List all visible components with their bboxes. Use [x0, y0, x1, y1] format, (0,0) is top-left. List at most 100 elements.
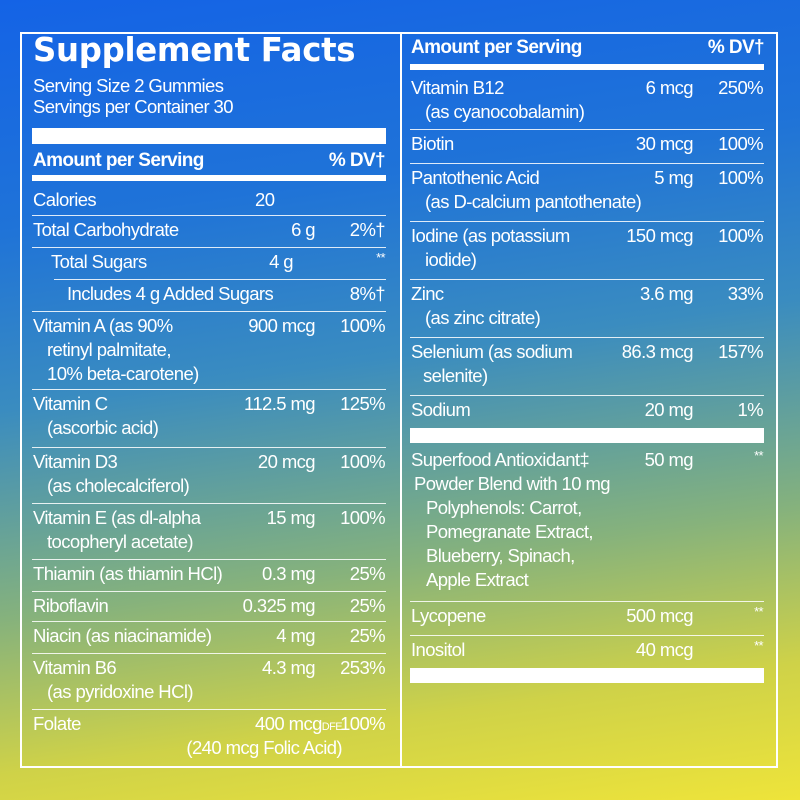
daily-value: 25%	[349, 595, 386, 616]
amount-header: Amount per Serving	[33, 150, 204, 171]
daily-value: **	[754, 448, 764, 463]
nutrient-name-line: Iodine (as potassium	[411, 225, 570, 246]
daily-value: **	[754, 604, 764, 619]
nutrient-name-line: Folate	[33, 713, 81, 734]
nutrient-name-line: Includes 4 g Added Sugars	[67, 283, 274, 304]
divider	[410, 64, 764, 70]
nutrient-name-line: (as cyanocobalamin)	[425, 101, 585, 122]
nutrient-name-line: 10% beta-carotene)	[47, 363, 199, 384]
nutrient-name-line: Superfood Antioxidant‡	[411, 449, 590, 470]
nutrient-row: Inositol 40 mcg **	[410, 636, 764, 668]
amount-value: 400 mcg	[255, 713, 322, 734]
nutrient-name-line: Vitamin B6	[33, 657, 117, 678]
amount-header-right: Amount per Serving	[411, 37, 582, 58]
nutrient-amount: 4 mg	[276, 625, 315, 646]
nutrient-name-line: (as D-calcium pantothenate)	[425, 191, 642, 212]
nutrient-amount: 900 mcg	[248, 315, 315, 336]
nutrient-name-line: Lycopene	[411, 605, 486, 626]
nutrient-amount: 4 g	[269, 251, 294, 272]
thick-divider	[32, 128, 386, 144]
amount-unit: DFE	[321, 721, 343, 733]
nutrient-amount: 40 mcg	[635, 639, 694, 660]
nutrient-amount: 3.6 mg	[640, 283, 694, 304]
thick-divider	[410, 668, 764, 683]
amount-note: (240 mcg Folic Acid)	[186, 737, 342, 758]
nutrient-amount: 150 mcg	[626, 225, 693, 246]
nutrient-amount: 0.3 mg	[262, 563, 316, 584]
nutrient-amount: 0.325 mg	[242, 595, 316, 616]
panel-title: Supplement Facts	[33, 30, 356, 69]
nutrient-row: Calories 20	[32, 186, 386, 216]
daily-value: 25%	[349, 563, 386, 584]
nutrient-row: Vitamin A (as 90% retinyl palmitate, 10% b…	[32, 312, 386, 390]
nutrient-amount: 20 mcg	[257, 451, 316, 472]
nutrient-name-line: Total Carbohydrate	[33, 219, 179, 240]
nutrient-amount: 20	[255, 189, 275, 210]
daily-value: 157%	[718, 341, 764, 362]
nutrient-row: Lycopene 500 mcg **	[410, 602, 764, 636]
nutrient-row: Thiamin (as thiamin HCl) 0.3 mg 25%	[32, 560, 386, 592]
daily-value: 100%	[718, 167, 764, 188]
nutrient-name-line: retinyl palmitate,	[47, 339, 172, 360]
nutrient-name-line: Vitamin C	[33, 393, 108, 414]
nutrient-name-line: (as pyridoxine HCl)	[47, 681, 194, 702]
nutrient-name-line: Vitamin D3	[33, 451, 118, 472]
daily-value: 100%	[340, 507, 386, 528]
daily-value: 100%	[718, 225, 764, 246]
daily-value: 8%†	[349, 283, 386, 304]
nutrient-row: Selenium (as sodium selenite) 86.3 mcg 157%	[410, 338, 764, 396]
daily-value: 100%	[718, 133, 764, 154]
daily-value: 25%	[349, 625, 386, 646]
nutrient-row: Vitamin E (as dl-alpha tocopheryl acetate…	[32, 504, 386, 560]
nutrient-name-line: tocopheryl acetate)	[47, 531, 194, 552]
divider	[32, 175, 386, 181]
daily-value: **	[376, 250, 386, 265]
nutrient-name-line: Vitamin E (as dl-alpha	[33, 507, 201, 528]
nutrient-row: Pantothenic Acid (as D-calcium pantothena…	[410, 164, 764, 222]
daily-value: 2%†	[349, 219, 386, 240]
nutrient-name-line: (as zinc citrate)	[425, 307, 541, 328]
nutrient-name-line: iodide)	[425, 249, 477, 270]
nutrient-name-line: Vitamin B12	[411, 77, 504, 98]
dv-header: % DV†	[328, 150, 386, 171]
nutrient-name-line: (ascorbic acid)	[47, 417, 159, 438]
nutrient-name-line: (as cholecalciferol)	[47, 475, 190, 496]
nutrient-amount: 86.3 mcg	[621, 341, 694, 362]
serving-size: Serving Size 2 Gummies	[33, 75, 224, 96]
nutrient-row: Riboflavin 0.325 mg 25%	[32, 592, 386, 622]
nutrient-amount: 400 mcgDFE	[255, 712, 343, 739]
nutrient-name-line: Pantothenic Acid	[411, 167, 540, 188]
daily-value: **	[754, 638, 764, 653]
thick-divider	[410, 428, 764, 443]
servings-per-container: Servings per Container 30	[33, 96, 234, 117]
nutrient-row: Superfood Antioxidant‡ Powder Blend with …	[410, 446, 764, 602]
nutrient-row: Total Sugars 4 g **	[51, 248, 386, 280]
nutrient-row: Iodine (as potassium iodide) 150 mcg 100%	[410, 222, 764, 280]
nutrient-amount: 4.3 mg	[262, 657, 316, 678]
nutrient-row: Includes 4 g Added Sugars 8%†	[32, 280, 386, 312]
nutrient-row: Zinc (as zinc citrate) 3.6 mg 33%	[410, 280, 764, 338]
nutrient-name-line: Calories	[33, 189, 97, 210]
supplement-facts-left-panel	[20, 32, 402, 768]
nutrient-row: Biotin 30 mcg 100%	[410, 130, 764, 164]
nutrient-amount: 500 mcg	[626, 605, 693, 626]
nutrient-name-line: Sodium	[411, 399, 471, 420]
nutrient-row: Total Carbohydrate 6 g 2%†	[32, 216, 386, 248]
nutrient-amount: 6 g	[291, 219, 316, 240]
nutrient-amount: 20 mg	[644, 399, 694, 420]
nutrient-name-line: Inositol	[411, 639, 465, 660]
nutrient-row: Vitamin D3 (as cholecalciferol) 20 mcg 100%	[32, 448, 386, 504]
nutrient-name-line: Riboflavin	[33, 595, 109, 616]
nutrient-name-line: Powder Blend with 10 mg	[414, 473, 611, 494]
nutrient-row: Sodium 20 mg 1%	[410, 396, 764, 428]
daily-value: 33%	[727, 283, 764, 304]
daily-value: 253%	[340, 657, 386, 678]
nutrient-name-line: Biotin	[411, 133, 454, 154]
nutrient-name-line: Blueberry, Spinach,	[426, 545, 575, 566]
nutrient-amount: 6 mcg	[645, 77, 694, 98]
nutrient-name-line: Pomegranate Extract,	[426, 521, 594, 542]
nutrient-name-line: selenite)	[423, 365, 488, 386]
daily-value: 100%	[340, 451, 386, 472]
daily-value: 1%	[737, 399, 763, 420]
nutrient-amount: 5 mg	[654, 167, 693, 188]
